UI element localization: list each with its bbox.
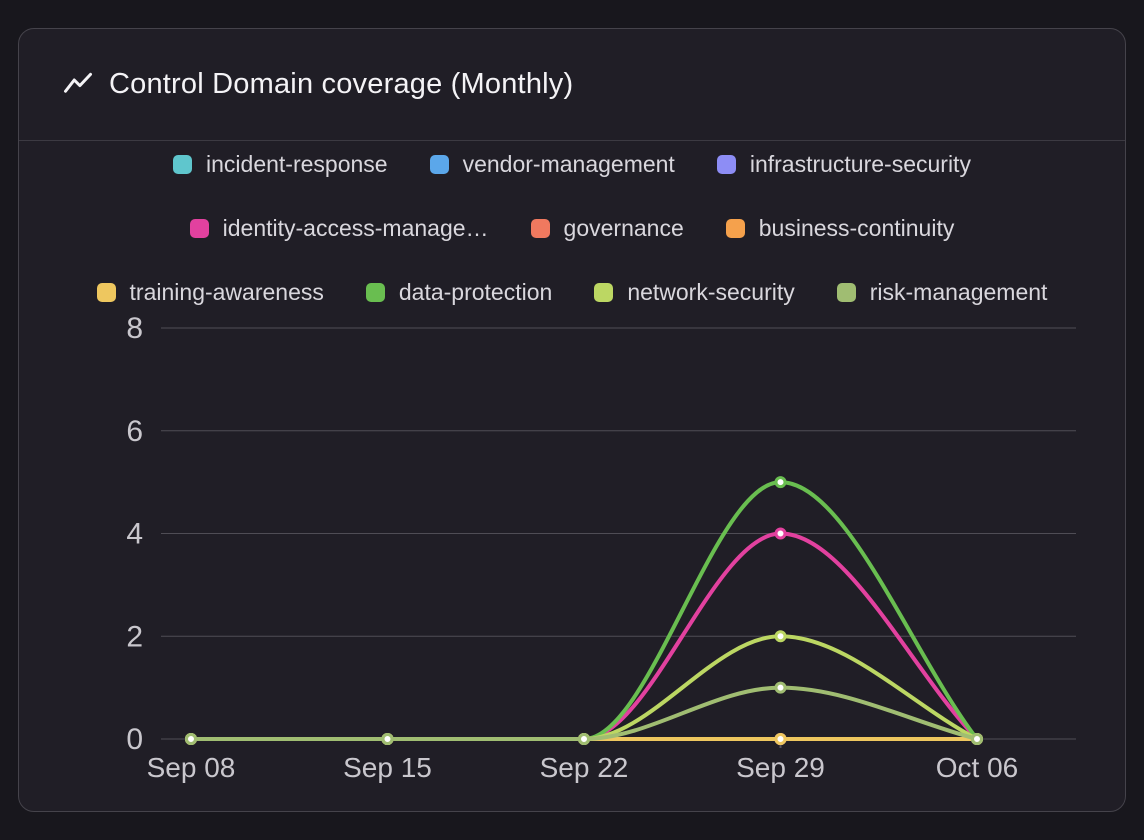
legend-item-training-awareness[interactable]: training-awareness [96,278,324,306]
legend-row: identity-access-manage… governance busines… [189,211,955,245]
legend-label: infrastructure-security [749,150,971,177]
y-tick-label: 6 [126,415,143,448]
chart-header: Control Domain coverage (Monthly) [19,29,1125,141]
legend-swatch [189,218,209,238]
x-tick-label: Sep 15 [343,752,432,783]
legend-label: incident-response [206,150,388,177]
legend-label: governance [563,214,684,241]
chart-legend: incident-response vendor-management infras… [19,147,1125,309]
legend-swatch [96,282,116,302]
x-tick-label: Sep 29 [736,752,825,783]
legend-swatch [530,218,550,238]
legend-item-identity-access-manage[interactable]: identity-access-manage… [189,214,489,242]
legend-item-data-protection[interactable]: data-protection [365,278,553,306]
legend-label: business-continuity [758,214,955,241]
y-tick-label: 2 [126,620,143,653]
data-point-marker [774,733,787,745]
data-point-marker [381,733,394,745]
data-point-marker [185,733,197,745]
x-tick-label: Oct 06 [936,752,1018,783]
y-tick-label: 0 [126,723,143,756]
legend-label: vendor-management [462,150,675,177]
data-point-marker [774,630,787,643]
chart-title: Control Domain coverage (Monthly) [109,68,574,100]
legend-row: incident-response vendor-management infras… [173,147,971,181]
legend-label: identity-access-manage… [222,214,489,241]
legend-swatch [716,154,736,174]
data-point-marker [774,527,787,540]
line-chart-icon [63,70,93,100]
y-tick-label: 4 [126,518,143,551]
legend-item-network-security[interactable]: network-security [594,278,795,306]
series-line-network-security [189,634,979,742]
legend-swatch [836,282,856,302]
legend-label: training-awareness [129,278,324,305]
x-tick-label: Sep 22 [540,752,629,783]
data-point-marker [971,733,983,745]
legend-item-incident-response[interactable]: incident-response [173,151,388,178]
legend-swatch [365,282,385,302]
legend-label: risk-management [869,278,1048,305]
legend-item-infrastructure-security[interactable]: infrastructure-security [716,150,971,178]
legend-swatch [725,218,745,238]
x-tick-label: Sep 08 [147,752,236,783]
chart-card: Control Domain coverage (Monthly) incide… [18,28,1126,812]
data-point-marker [578,733,590,745]
y-tick-label: 8 [126,312,143,345]
legend-swatch [173,154,193,174]
legend-item-business-continuity[interactable]: business-continuity [725,214,955,242]
line-chart-plot: 0 2 4 6 8 Sep 08 Sep 15 Sep 22 Sep 29 Oct 06 [126,312,1076,783]
series-line-risk-management [189,685,979,742]
legend-swatch [594,282,614,302]
legend-item-risk-management[interactable]: risk-management [836,278,1048,306]
data-point-marker [774,681,787,694]
legend-label: network-security [627,278,795,305]
legend-label: data-protection [398,278,553,305]
legend-item-vendor-management[interactable]: vendor-management [429,150,675,178]
legend-swatch [429,154,449,174]
legend-item-governance[interactable]: governance [530,214,684,242]
legend-row: training-awareness data-protection network… [96,275,1048,309]
data-point-marker [774,476,787,489]
